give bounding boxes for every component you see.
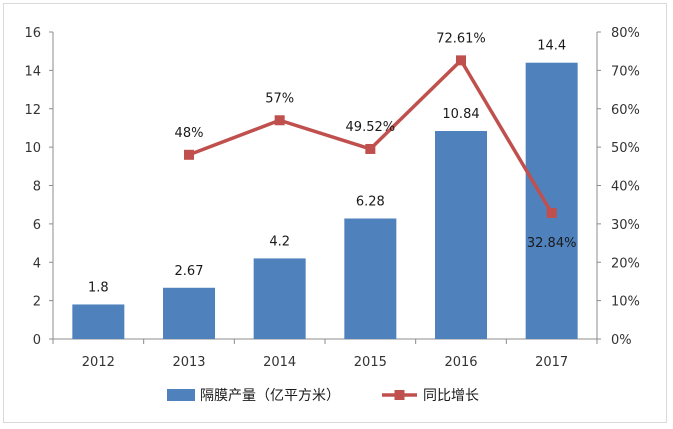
legend-bar-label: 隔膜产量（亿平方米） [200, 388, 340, 404]
y-right-tick-label: 50% [611, 141, 640, 156]
y-right-tick-label: 80% [611, 26, 640, 41]
bar [525, 62, 578, 339]
bar-data-label: 2.67 [175, 264, 204, 279]
growth-data-label: 49.52% [346, 120, 396, 135]
y-right-tick-label: 60% [611, 103, 640, 118]
growth-point [456, 55, 466, 66]
y-right-tick-label: 10% [611, 295, 640, 310]
legend-line-marker [394, 390, 405, 400]
growth-point [365, 143, 376, 154]
growth-point [546, 207, 557, 218]
y-left-tick-label: 12 [24, 103, 41, 118]
growth-data-label: 72.61% [436, 31, 486, 46]
y-left-tick-label: 8 [33, 180, 41, 195]
y-right-tick-label: 20% [611, 256, 640, 271]
growth-data-label: 48% [175, 126, 204, 141]
y-right-tick-label: 0% [611, 333, 632, 348]
y-right-tick-label: 30% [611, 218, 640, 233]
y-left-tick-label: 10 [24, 141, 41, 156]
bar [344, 218, 397, 339]
bar-data-label: 10.84 [442, 107, 479, 122]
y-left-tick-label: 14 [24, 64, 41, 79]
growth-point [184, 149, 194, 160]
bar-data-label: 14.4 [537, 39, 566, 54]
bar-data-label: 1.8 [88, 280, 109, 295]
x-tick-label: 2013 [172, 355, 205, 370]
legend-bar-swatch [167, 389, 195, 401]
growth-data-label: 57% [265, 91, 294, 106]
bar [163, 287, 215, 339]
y-left-tick-label: 2 [33, 295, 41, 310]
bar [435, 131, 487, 339]
bar-data-label: 6.28 [356, 195, 385, 210]
bar [72, 304, 125, 339]
x-tick-label: 2017 [535, 355, 568, 370]
bar-data-label: 4.2 [269, 234, 290, 249]
y-left-tick-label: 4 [33, 256, 41, 271]
y-right-tick-label: 70% [611, 64, 640, 79]
x-tick-label: 2014 [263, 355, 296, 370]
y-left-tick-label: 6 [33, 218, 41, 233]
y-left-tick-label: 16 [24, 26, 41, 41]
y-left-tick-label: 0 [33, 333, 41, 348]
growth-point [274, 115, 285, 126]
y-right-tick-label: 40% [611, 180, 640, 195]
legend-line-label: 同比增长 [423, 388, 479, 404]
x-tick-label: 2016 [444, 355, 477, 370]
x-tick-label: 2012 [82, 355, 115, 370]
growth-line [188, 58, 554, 214]
growth-data-label: 32.84% [527, 236, 577, 251]
x-tick-label: 2015 [354, 355, 387, 370]
bar [253, 258, 306, 339]
